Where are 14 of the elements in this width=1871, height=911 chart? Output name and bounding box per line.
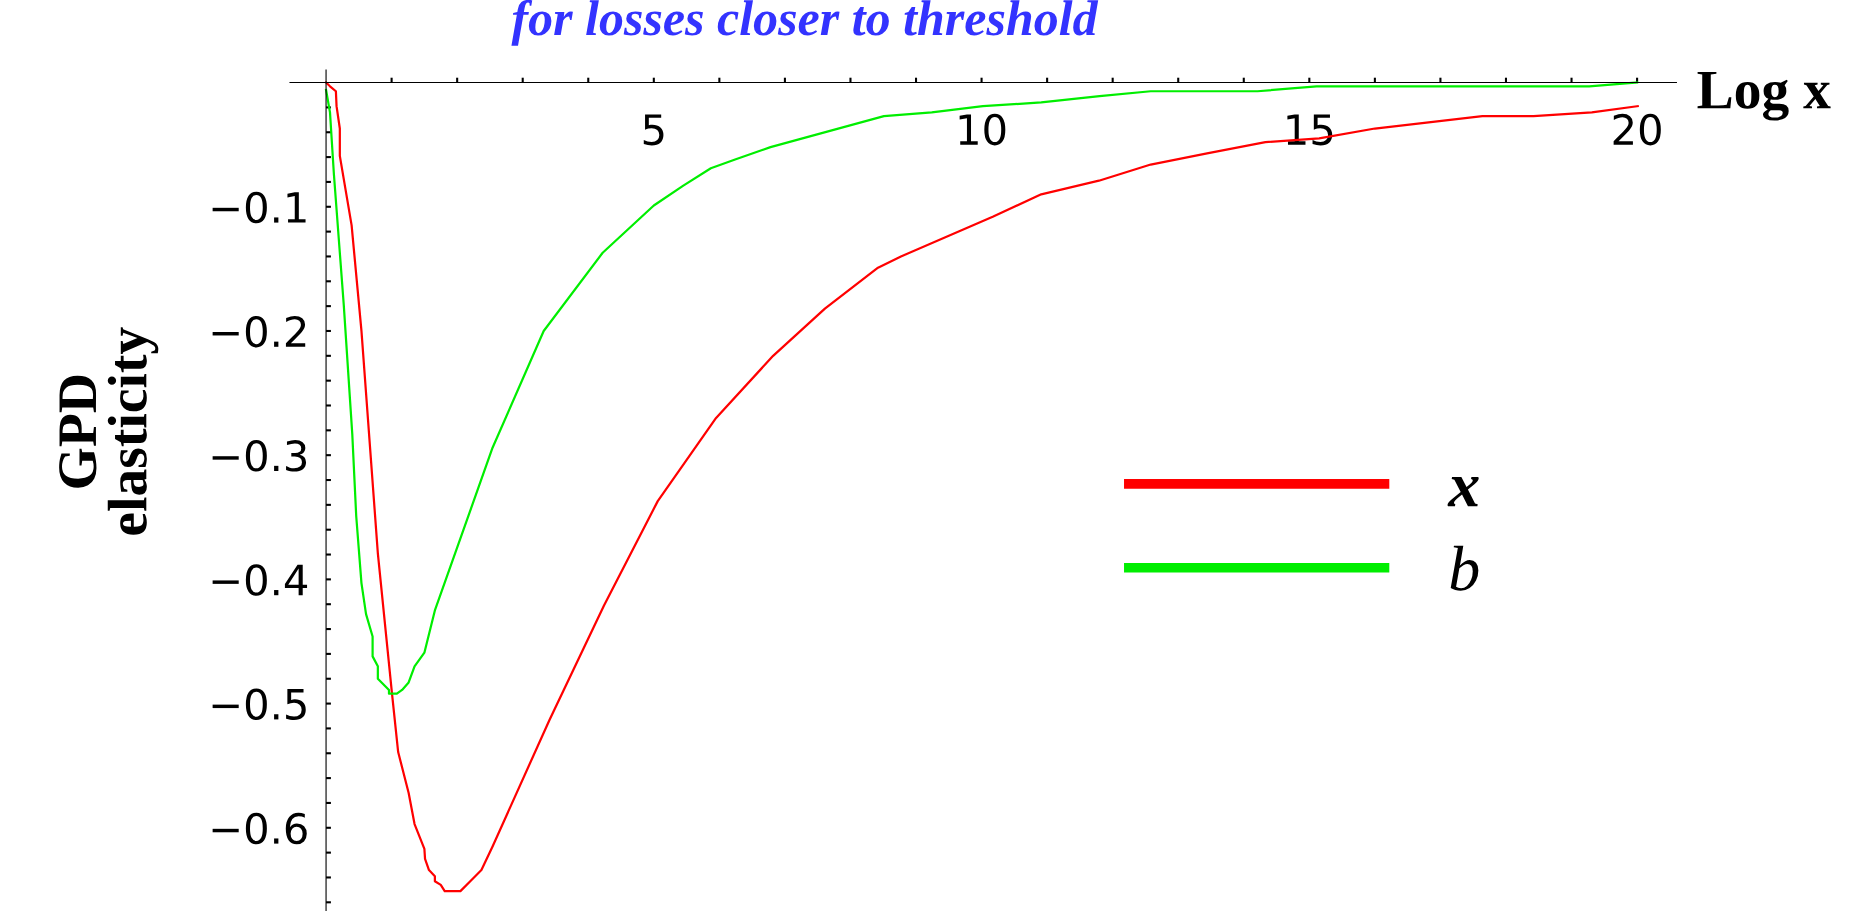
x-tick-label: 10 bbox=[959, 113, 1006, 146]
y-tick-label: −0.2 bbox=[212, 315, 306, 348]
legend-label: x bbox=[1447, 476, 1479, 507]
y-tick-label: −0.3 bbox=[212, 440, 307, 472]
y-tick-label: −0.1 bbox=[212, 191, 306, 224]
chart-title: for losses closer to threshold bbox=[511, 0, 1099, 46]
x-axis-title: Log x bbox=[1697, 71, 1831, 121]
x-tick-label: 5 bbox=[643, 114, 664, 146]
y-tick-label: −0.4 bbox=[212, 564, 308, 596]
y-tick-label: −0.6 bbox=[212, 812, 307, 845]
y-axis-title: GPD elasticity bbox=[59, 327, 159, 535]
legend-label: b bbox=[1450, 545, 1479, 591]
y-tick-label: −0.5 bbox=[212, 688, 306, 720]
x-tick-label: 20 bbox=[1613, 113, 1661, 146]
